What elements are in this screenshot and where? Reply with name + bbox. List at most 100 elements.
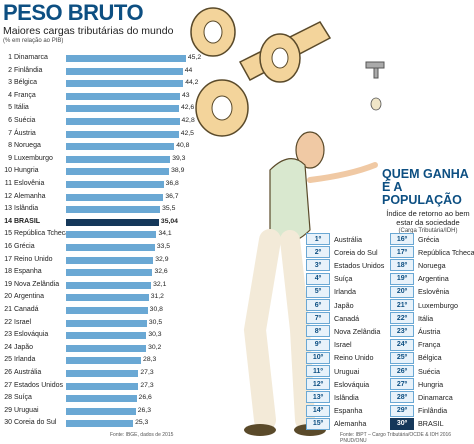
ranking-item: 7º Canadá [306,312,359,325]
ranking-item: 28º Dinamarca [390,391,453,404]
bar-category-label: Finlândia [14,66,43,74]
ranking-position-badge: 30º [390,417,414,430]
ranking-country-name: Eslovênia [418,287,450,297]
bar [66,319,147,327]
bar [66,181,164,188]
bar [66,118,180,125]
ranking-country-name: Alemanha [334,419,367,429]
bar-value-label: 31,2 [150,293,164,301]
bar-value-label: 42,6 [180,104,195,112]
ranking-item: 29º Finlândia [390,404,448,417]
ranking-position-badge: 17º [390,246,414,259]
bar-category-label: Eslovênia [14,180,45,187]
bar-category-label: Estados Unidos [14,381,64,389]
bar [66,168,170,176]
bar [66,382,139,390]
ranking-country-name: Coreia do Sul [334,247,378,257]
bar-category-label: Hungria [14,167,39,175]
ranking-title-line1: QUEM GANHA [382,167,469,181]
bar-category-label: Eslováquia [14,331,49,339]
bar-rank: 12 [4,192,12,200]
ranking-position-badge: 18º [390,259,414,272]
bar-rank: 3 [8,79,12,87]
bar-rank: 7 [8,129,12,137]
bar-category-label: Reino Unido [14,255,53,263]
bar-rank: 27 [4,381,12,389]
illustration [190,7,385,436]
bar-rank: 17 [4,255,12,263]
bar-category-label: Coreia do Sul [14,419,57,427]
bar [66,357,142,365]
bar-category-label: Noruega [14,142,41,150]
ranking-country-name: República Tcheca [418,247,474,257]
bar-rank: 6 [8,117,12,124]
bar-value-label: 27,3 [140,381,154,389]
ranking-item: 26º Suécia [390,365,440,377]
ranking-country-name: Suíça [334,274,353,284]
bar-value-label: 36,7 [165,192,179,200]
bar [66,130,179,138]
bar-category-label: Islândia [14,205,39,213]
bar-rank: 28 [4,394,12,402]
ranking-item: 21º Luxemburgo [390,299,458,311]
bar [66,344,147,352]
ranking-country-name: Israel [334,340,352,350]
ranking-item: 13º Islândia [306,391,359,404]
bar-category-label: Áustria [14,129,36,137]
bar-category-label: Israel [14,318,32,326]
bar-value-label: 32,1 [153,280,167,288]
bar-category-label: França [14,91,36,99]
ranking-position-badge: 3º [306,259,330,272]
ranking-position-badge: 6º [306,299,330,311]
ranking-position-badge: 5º [306,285,330,298]
bar-rank: 25 [4,356,12,364]
ranking-country-name: Nova Zelândia [334,326,381,336]
ranking-item: 15º Alemanha [306,417,367,430]
ranking-country-name: Suécia [418,366,440,376]
ranking-item: 16º Grécia [390,233,439,245]
bar-value-label: 35,5 [162,205,176,213]
ranking-item: 18º Noruega [390,259,446,272]
bar-value-label: 42,5 [180,129,194,137]
ranking-country-name: Grécia [418,234,440,244]
bar-value-label: 38,9 [171,167,185,175]
bar-rank: 1 [8,54,12,61]
bar-category-label: Argentina [14,293,44,301]
bar-value-label: 26,6 [138,394,152,402]
bar-rank: 4 [8,91,12,99]
bar-rank: 11 [4,180,12,187]
ranking-position-badge: 12º [306,378,330,391]
bar-rank: 9 [8,154,12,162]
ranking-position-badge: 9º [306,338,330,351]
ranking-position-badge: 13º [306,391,330,404]
bar-rank: 15 [4,230,12,238]
bar-value-label: 34,1 [158,230,172,238]
source-right: Fonte: IBPT – Cargo Tributária/OCDE & ID… [340,432,452,444]
bar-rank: 5 [8,104,12,112]
bar-category-label: Grécia [14,243,35,250]
ranking-item: 11º Uruguai [306,365,359,377]
bar-value-label: 30,3 [148,331,162,339]
bar [66,256,154,264]
bar-rank: 21 [4,306,12,313]
bar-rank: 16 [4,243,12,250]
ranking-country-name: Finlândia [418,406,448,416]
bar [66,370,139,377]
ranking-country-name: Noruega [418,260,446,270]
ranking-position-badge: 20º [390,285,414,298]
bar-value-label: 26,3 [137,406,151,414]
bar-value-label: 27,3 [140,369,154,376]
ranking-item: 17º República Tcheca [390,246,474,259]
bar-value-label: 30,5 [148,318,163,326]
ranking-position-badge: 28º [390,391,414,404]
ranking-item: 10º Reino Unido [306,351,374,364]
ranking-position-badge: 7º [306,312,330,325]
bar-category-label: Austrália [14,369,42,376]
ranking-country-name: Luxemburgo [418,300,458,310]
faucet-illustration [365,61,385,111]
ranking-note: (Carga Tributária/IDH) [398,228,458,234]
ranking-item: 24º França [390,338,440,351]
ranking-country-name: Bélgica [418,353,442,363]
ranking-item: 30º BRASIL [390,417,444,430]
bar [66,67,183,75]
